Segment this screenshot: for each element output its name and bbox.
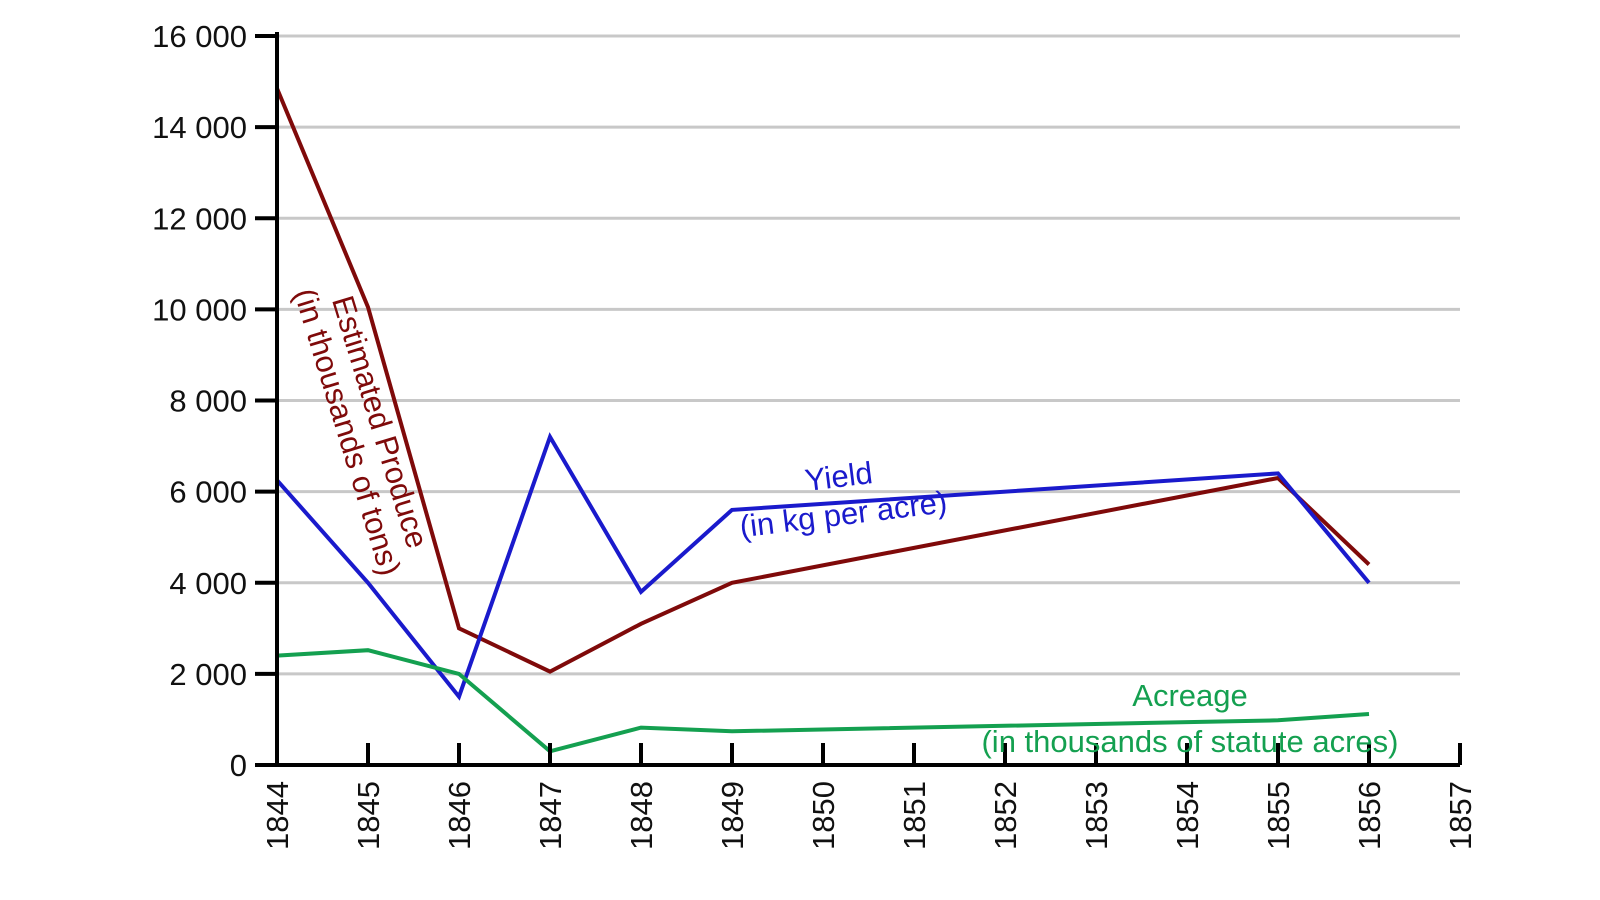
x-tick-label: 1854 bbox=[1170, 781, 1205, 850]
series-line-produce bbox=[275, 87, 1371, 674]
y-tick-label: 8 000 bbox=[169, 384, 247, 419]
y-tick-label: 2 000 bbox=[169, 657, 247, 692]
y-tick-label: 0 bbox=[230, 748, 247, 783]
acreage-label-line2: (in thousands of statute acres) bbox=[981, 724, 1398, 759]
x-tick-label: 1852 bbox=[988, 781, 1023, 850]
x-tick-label: 1848 bbox=[624, 781, 659, 850]
x-tick-label: 1855 bbox=[1261, 781, 1296, 850]
yield-label-line1: Yield bbox=[803, 455, 875, 498]
y-tick-label: 14 000 bbox=[152, 110, 247, 145]
x-tick-label: 1856 bbox=[1352, 781, 1387, 850]
y-tick-label: 10 000 bbox=[152, 292, 247, 327]
x-tick-label: 1850 bbox=[806, 781, 841, 850]
x-tick-label: 1851 bbox=[897, 781, 932, 850]
series-lines bbox=[275, 87, 1371, 754]
acreage-label-line1: Acreage bbox=[1132, 678, 1247, 713]
x-tick-label: 1846 bbox=[442, 781, 477, 850]
produce-label: Estimated Produce (in thousands of tons) bbox=[287, 284, 435, 579]
y-tick-label: 6 000 bbox=[169, 475, 247, 510]
x-tick-label: 1849 bbox=[715, 781, 750, 850]
y-tick-label: 12 000 bbox=[152, 201, 247, 236]
series-line-acreage bbox=[276, 648, 1370, 754]
x-tick-label: 1853 bbox=[1079, 781, 1114, 850]
y-tick-label: 16 000 bbox=[152, 19, 247, 54]
x-tick-label: 1845 bbox=[351, 781, 386, 850]
acreage-label: Acreage (in thousands of statute acres) bbox=[981, 678, 1398, 759]
x-tick-label: 1857 bbox=[1443, 781, 1478, 850]
x-tick-label: 1844 bbox=[260, 781, 295, 850]
y-axis-ticks: 0 2 000 4 000 6 000 8 000 10 000 12 000 14 000 1… bbox=[152, 19, 277, 783]
grid-lines bbox=[277, 34, 1460, 676]
y-tick-label: 4 000 bbox=[169, 566, 247, 601]
x-axis-ticks: 1844 1845 1846 1847 1848 1849 1850 1851 1852 1853… bbox=[260, 743, 1478, 850]
x-tick-label: 1847 bbox=[533, 781, 568, 850]
yield-label: Yield (in kg per acre) bbox=[738, 455, 949, 544]
series-line-yield bbox=[275, 432, 1371, 701]
